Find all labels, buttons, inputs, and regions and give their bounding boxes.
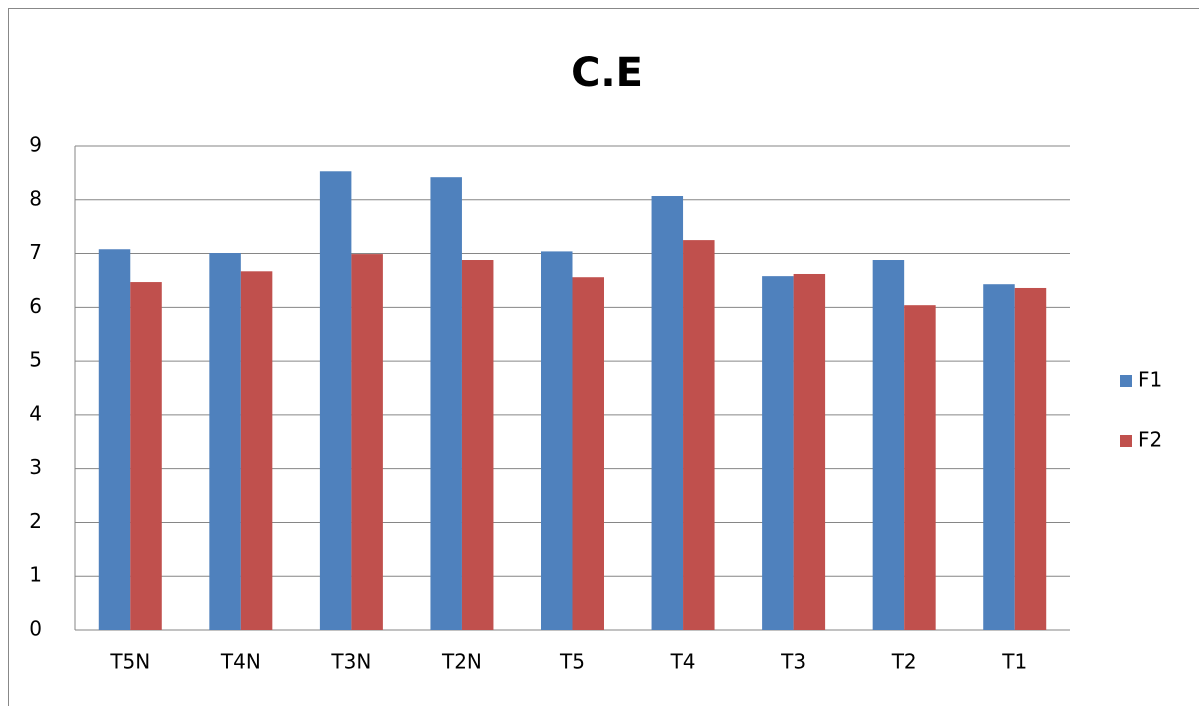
chart-title: C.E (571, 50, 643, 96)
y-tick-label: 1 (29, 563, 42, 587)
bar (430, 177, 462, 631)
bar (319, 171, 352, 630)
x-tick-label: T3N (330, 650, 371, 674)
x-tick-label: T1 (1001, 650, 1027, 674)
x-tick-label: T3 (780, 650, 806, 674)
bar (461, 260, 494, 630)
y-tick-label: 8 (29, 186, 42, 210)
y-tick-label: 4 (29, 401, 42, 425)
x-tick-label: T4N (220, 650, 261, 674)
legend-label: F1 (1138, 368, 1162, 392)
y-tick-label: 3 (29, 455, 42, 479)
legend-label: F2 (1138, 428, 1162, 452)
bar (351, 254, 383, 631)
x-tick-label: T5N (109, 650, 150, 674)
y-tick-label: 0 (29, 617, 42, 641)
bar (98, 249, 131, 630)
legend-swatch (1120, 375, 1132, 387)
bar (130, 282, 162, 630)
y-tick-label: 5 (29, 348, 42, 372)
x-tick-label: T2N (441, 650, 482, 674)
bar (541, 251, 573, 630)
x-tick-label: T4 (670, 650, 696, 674)
y-tick-label: 7 (29, 240, 42, 264)
bar (904, 305, 936, 630)
bar (209, 253, 241, 631)
bar (872, 260, 905, 630)
legend-swatch (1120, 435, 1132, 447)
bar (793, 273, 826, 630)
y-tick-label: 6 (29, 294, 42, 318)
bar (762, 276, 794, 630)
y-tick-label: 9 (29, 133, 42, 157)
bar (683, 240, 715, 630)
x-tick-label: T2 (891, 650, 917, 674)
bar (572, 277, 604, 630)
x-tick-label: T5 (559, 650, 585, 674)
bar (651, 196, 684, 630)
bar (983, 284, 1015, 630)
bar (240, 271, 273, 630)
y-tick-label: 2 (29, 509, 42, 533)
bar (1014, 287, 1047, 630)
